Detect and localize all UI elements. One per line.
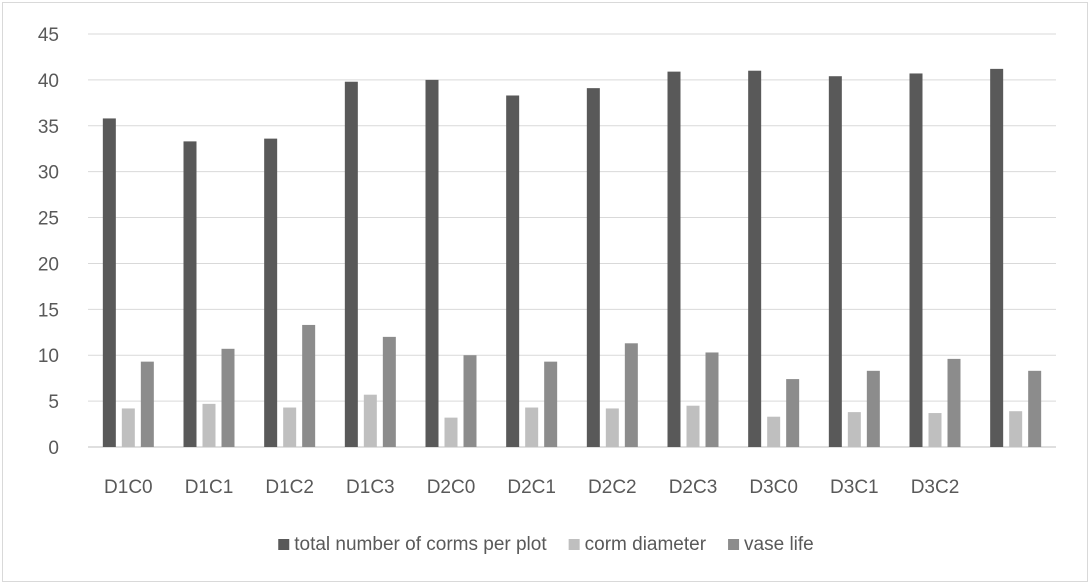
y-tick-label: 20 [38, 254, 59, 275]
bar-corm-diameter [847, 412, 861, 447]
y-tick-label: 15 [38, 300, 59, 321]
bar-corm-diameter [121, 408, 135, 447]
bar-total-number-of-corms-per-plot [344, 81, 358, 448]
bar-total-number-of-corms-per-plot [828, 76, 842, 448]
y-tick-label: 30 [38, 163, 59, 184]
bar-corm-diameter [1009, 411, 1023, 447]
legend-item: total number of corms per plot [278, 534, 547, 555]
x-axis: D1C0 D1C1 D1C2 D1C3 D2C0 D2C1 D2C2 D2C3 D3C0 D3C1… [104, 477, 959, 498]
x-tick-label: D1C1 [185, 477, 234, 498]
bar-vase-life [947, 358, 961, 447]
legend-item: corm diameter [568, 534, 707, 555]
bar-total-number-of-corms-per-plot [183, 141, 197, 447]
bar-vase-life [1028, 370, 1042, 447]
bar-total-number-of-corms-per-plot [586, 88, 600, 447]
bar-total-number-of-corms-per-plot [748, 70, 762, 447]
x-tick-label: D3C0 [749, 477, 798, 498]
x-tick-label: D2C2 [588, 477, 637, 498]
x-tick-label: D2C3 [669, 477, 718, 498]
y-tick-label: 5 [48, 392, 59, 413]
y-tick-label: 25 [38, 209, 59, 230]
y-tick-label: 10 [38, 346, 59, 367]
legend-label: vase life [744, 534, 814, 555]
bar-total-number-of-corms-per-plot [506, 95, 520, 447]
legend-label: corm diameter [585, 534, 707, 555]
legend-swatch [278, 539, 290, 550]
y-tick-label: 40 [38, 71, 59, 92]
bar-corm-diameter [283, 407, 297, 447]
bar-vase-life [463, 355, 477, 447]
bars [102, 68, 1042, 448]
bar-vase-life [382, 336, 396, 447]
y-tick-label: 0 [48, 438, 59, 459]
y-axis: 0 5 10 15 20 25 30 35 40 45 [38, 25, 59, 459]
legend-swatch [568, 539, 580, 550]
bar-corm-diameter [525, 407, 539, 447]
bar-vase-life [221, 348, 235, 447]
x-tick-label: D2C1 [507, 477, 556, 498]
legend-label: total number of corms per plot [294, 534, 547, 555]
y-tick-label: 35 [38, 117, 59, 138]
bar-total-number-of-corms-per-plot [990, 68, 1004, 448]
legend-swatch [728, 539, 740, 550]
bar-vase-life [866, 370, 880, 447]
bar-corm-diameter [202, 403, 216, 447]
x-tick-label: D3C2 [911, 477, 960, 498]
bar-total-number-of-corms-per-plot [667, 71, 681, 447]
x-tick-label: D1C0 [104, 477, 153, 498]
bar-total-number-of-corms-per-plot [264, 138, 278, 448]
x-tick-label: D3C1 [830, 477, 879, 498]
bar-corm-diameter [363, 394, 377, 447]
bar-corm-diameter [444, 417, 458, 447]
bar-vase-life [140, 361, 154, 447]
bar-vase-life [786, 379, 800, 447]
x-tick-label: D2C0 [427, 477, 476, 498]
x-tick-label: D1C3 [346, 477, 395, 498]
legend-item: vase life [728, 534, 814, 555]
bar-vase-life [302, 324, 316, 447]
bar-vase-life [705, 352, 719, 447]
bar-corm-diameter [767, 416, 781, 447]
x-tick-label: D1C2 [265, 477, 314, 498]
y-tick-label: 45 [38, 25, 59, 46]
bar-corm-diameter [686, 405, 700, 447]
bar-total-number-of-corms-per-plot [909, 73, 923, 447]
gridlines [88, 33, 1056, 448]
bar-total-number-of-corms-per-plot [102, 118, 116, 448]
bar-vase-life [544, 361, 558, 447]
bar-corm-diameter [928, 413, 942, 447]
bar-corm-diameter [605, 408, 619, 447]
bar-total-number-of-corms-per-plot [425, 79, 439, 447]
legend: total number of corms per plot corm diame… [278, 534, 814, 555]
bar-vase-life [624, 343, 638, 447]
